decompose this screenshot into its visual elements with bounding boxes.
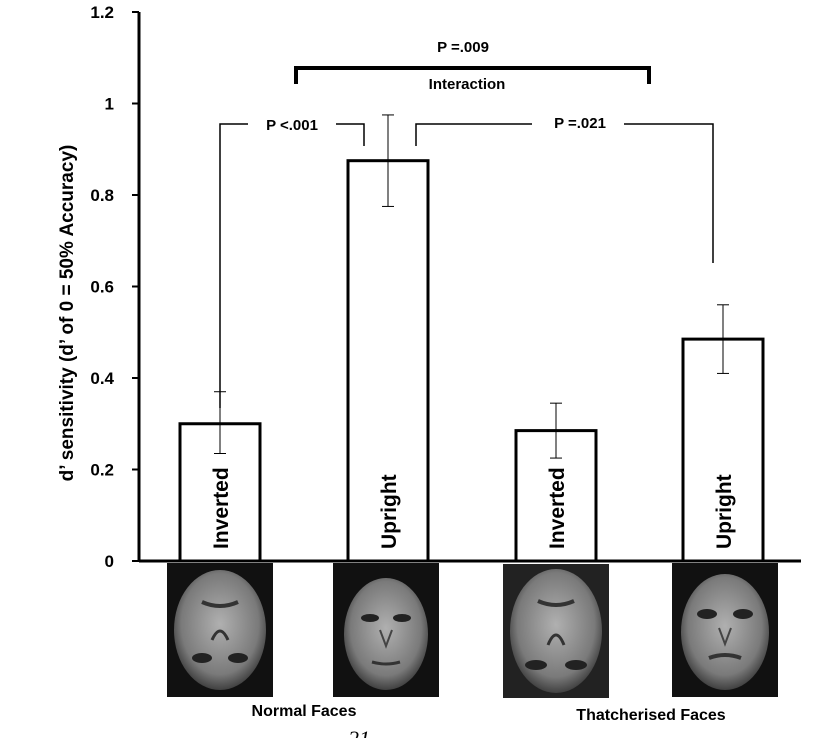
- bar-category-label: Upright: [713, 474, 736, 549]
- group-label-normal: Normal Faces: [252, 703, 357, 720]
- page-number: 21: [348, 726, 370, 738]
- interaction-p-value: P =.009: [437, 39, 489, 56]
- y-tick-label: 0.8: [90, 186, 114, 205]
- upright-p-value: P =.021: [554, 115, 606, 132]
- significance-annotations: P =.009 Interaction P <.001 P =.021: [219, 39, 714, 408]
- face-inverted-thatcherised-image: [503, 564, 609, 698]
- face-upright-normal-image: [333, 563, 439, 697]
- interaction-bracket: [294, 66, 651, 84]
- y-tick-label: 0.2: [90, 461, 114, 480]
- normal-faces-p-value: P <.001: [266, 117, 318, 134]
- y-axis-label: d’ sensitivity (d’ of 0 = 50% Accuracy): [57, 145, 78, 482]
- bar-category-label: Upright: [378, 474, 401, 549]
- upright-bracket: [415, 123, 714, 263]
- face-images: [167, 563, 778, 698]
- y-tick-label: 0: [105, 552, 114, 571]
- normal-faces-bracket: [219, 123, 365, 408]
- face-inverted-normal-image: [167, 563, 273, 697]
- group-label-thatcherised: Thatcherised Faces: [576, 707, 726, 724]
- interaction-label: Interaction: [429, 76, 506, 93]
- y-tick-label: 0.4: [90, 369, 114, 388]
- y-tick-label: 0.6: [90, 278, 114, 297]
- y-tick-label: 1.2: [90, 3, 114, 22]
- y-tick-label: 1: [105, 95, 114, 114]
- face-upright-thatcherised-image: [672, 563, 778, 697]
- bar-category-label: Inverted: [546, 467, 569, 549]
- bar-category-label: Inverted: [210, 467, 233, 549]
